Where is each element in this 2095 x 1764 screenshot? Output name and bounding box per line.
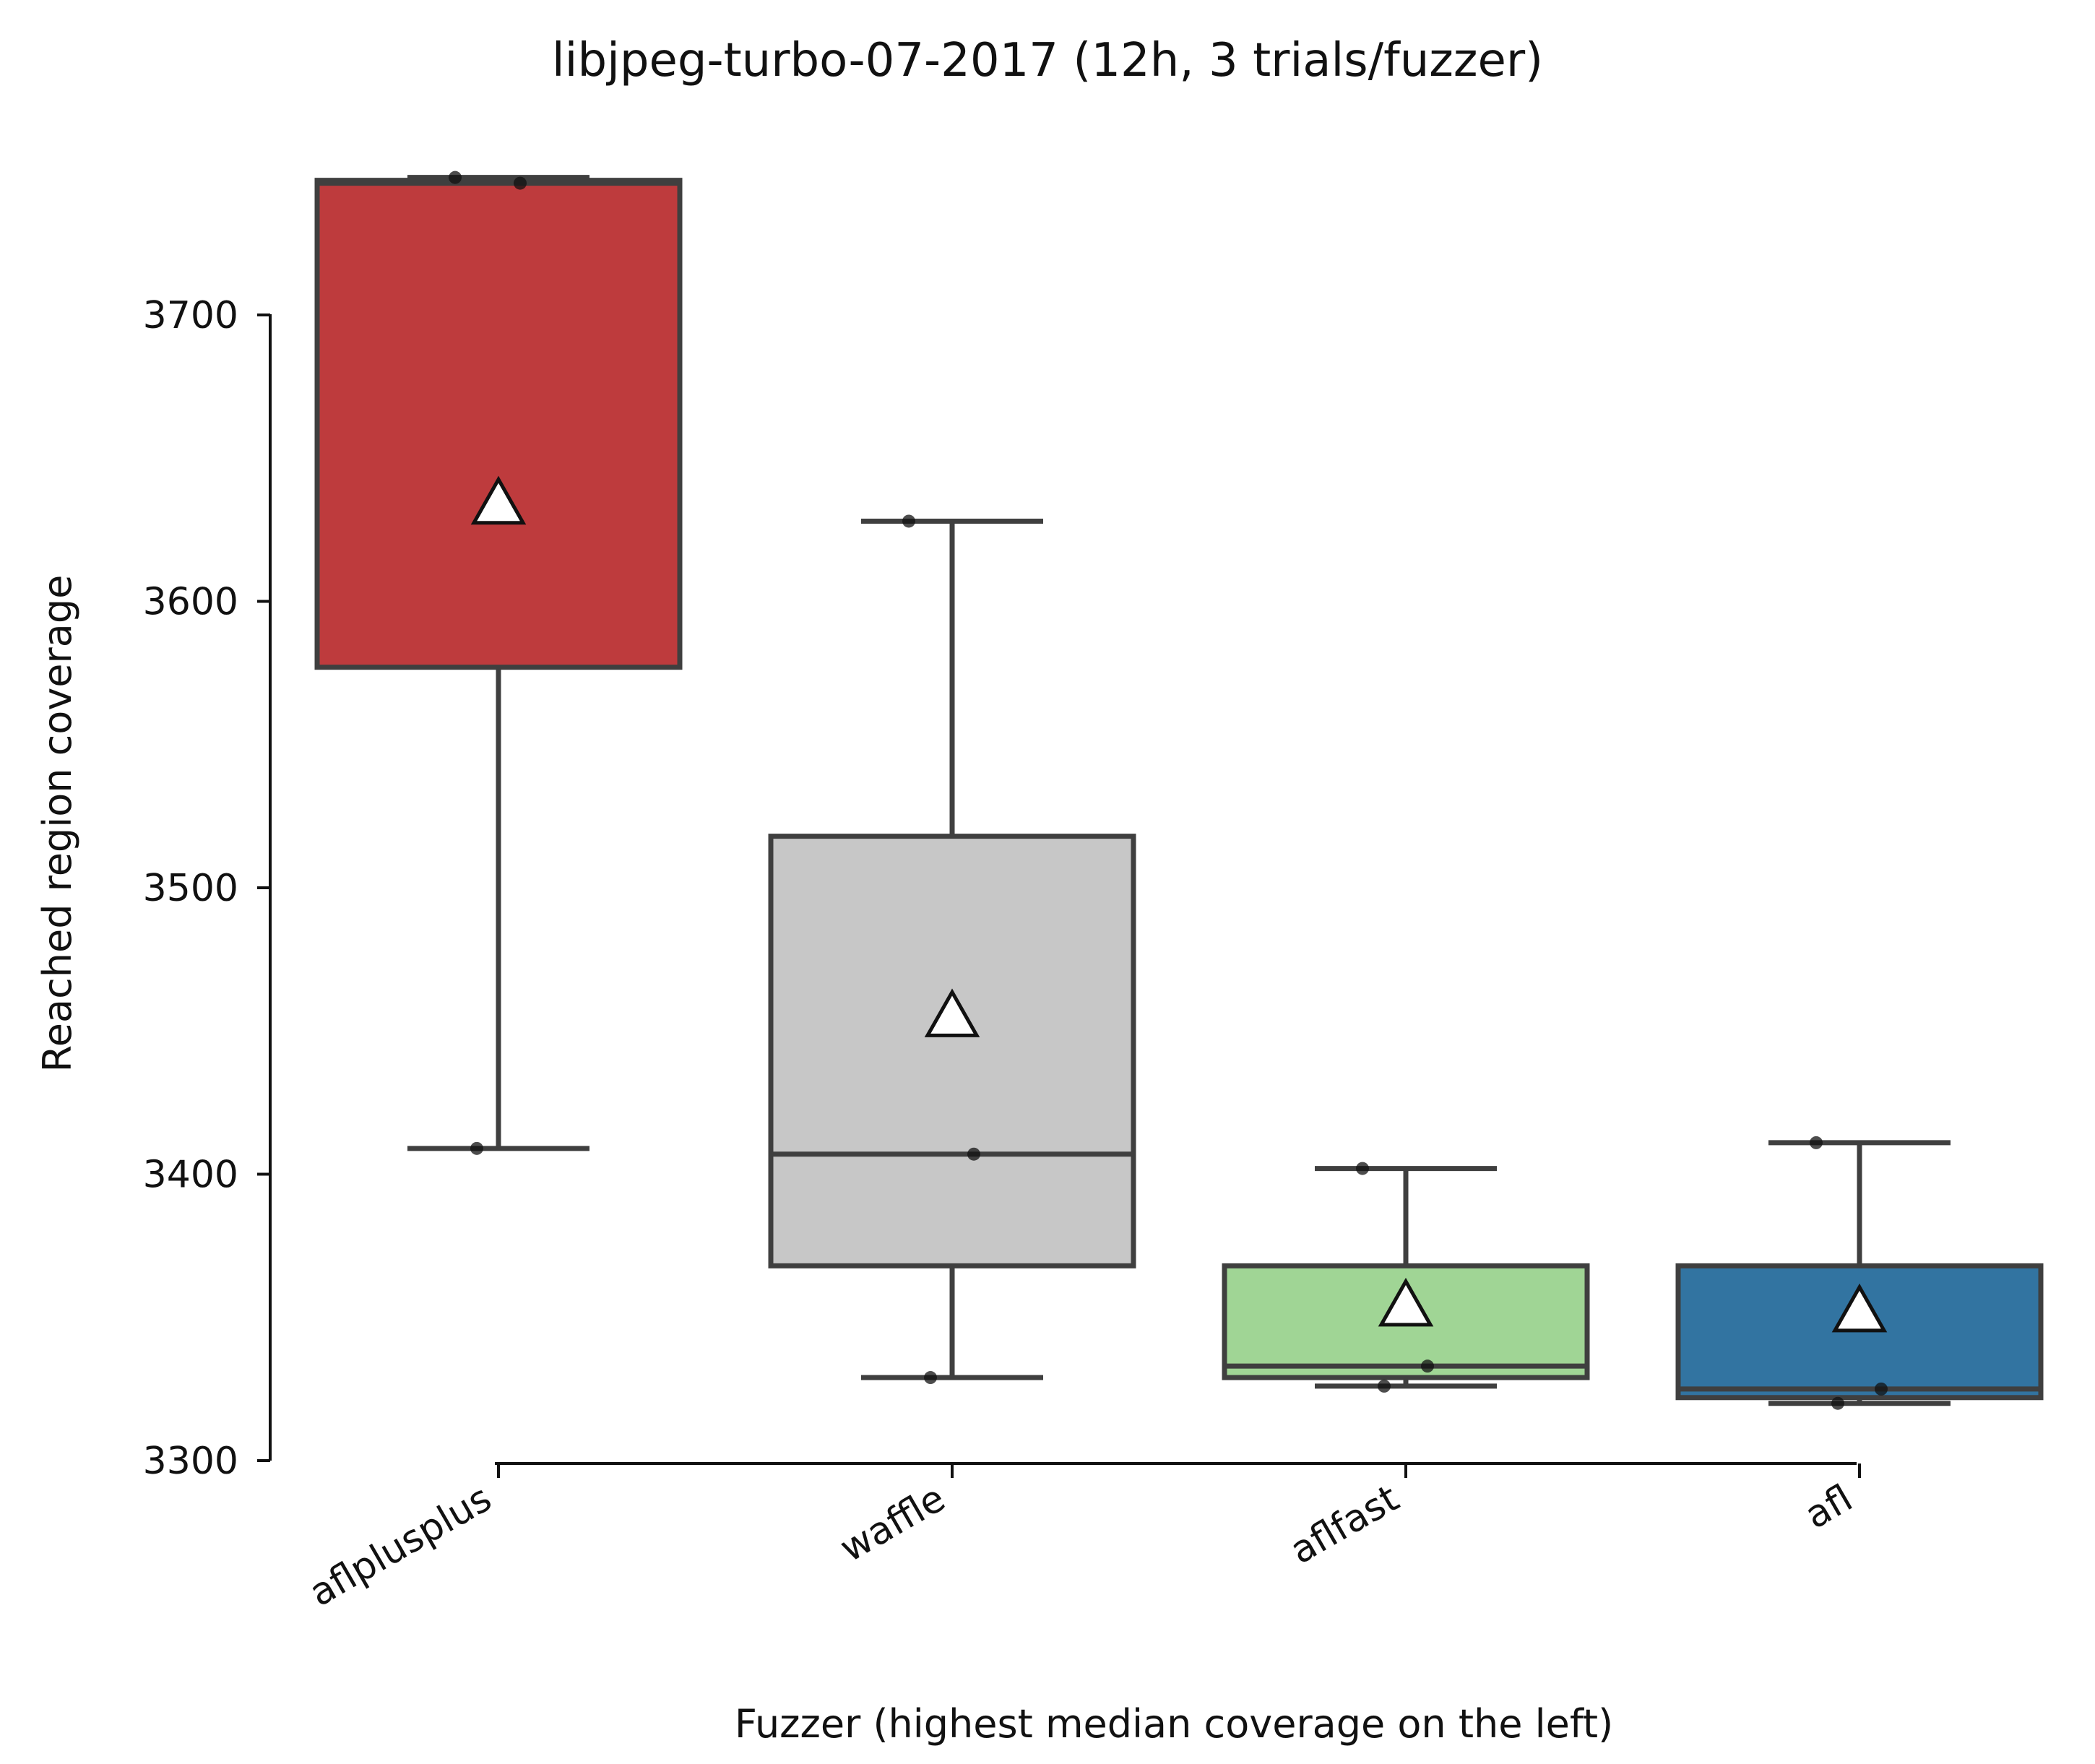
box-series <box>314 170 2044 1410</box>
mean-marker <box>470 475 527 525</box>
data-point <box>470 1141 483 1155</box>
mean-marker <box>1831 1283 1888 1333</box>
box-group-waffle <box>768 514 1136 1385</box>
x-tick-label: waffle <box>833 1477 953 1570</box>
data-point <box>1875 1382 1888 1396</box>
data-point <box>967 1147 980 1161</box>
chart-title: libjpeg-turbo-07-2017 (12h, 3 trials/fuz… <box>552 34 1543 87</box>
y-tick-label: 3400 <box>143 1154 238 1197</box>
x-tick-label: aflplusplus <box>302 1477 498 1615</box>
box-group-afl <box>1675 1136 2044 1410</box>
data-point <box>1378 1379 1391 1393</box>
data-point <box>1356 1162 1369 1175</box>
data-point <box>514 176 527 190</box>
y-axis-ticks: 3300 3400 3500 3600 3700 <box>143 294 270 1483</box>
box-group-aflplusplus <box>314 170 683 1155</box>
y-tick-label: 3600 <box>143 581 238 624</box>
data-point <box>1810 1136 1823 1149</box>
y-tick-label: 3500 <box>143 867 238 910</box>
x-tick-label: afl <box>1798 1477 1860 1537</box>
data-point <box>924 1371 937 1385</box>
data-point <box>1831 1396 1844 1410</box>
x-axis-ticks: aflplusplus waffle aflfast afl <box>302 1463 1861 1615</box>
data-point <box>1421 1359 1434 1373</box>
x-axis-label: Fuzzer (highest median coverage on the l… <box>735 1701 1613 1747</box>
y-axis-label: Reached region coverage <box>35 575 80 1073</box>
iqr-box <box>314 178 683 670</box>
mean-marker <box>1378 1277 1434 1327</box>
y-tick-label: 3700 <box>143 294 238 337</box>
data-point <box>449 170 462 184</box>
mean-marker <box>924 988 980 1037</box>
data-point <box>902 514 915 528</box>
iqr-box <box>768 834 1136 1268</box>
x-tick-label: aflfast <box>1283 1477 1407 1573</box>
box-group-aflfast <box>1222 1162 1590 1393</box>
y-tick-label: 3300 <box>143 1440 238 1483</box>
